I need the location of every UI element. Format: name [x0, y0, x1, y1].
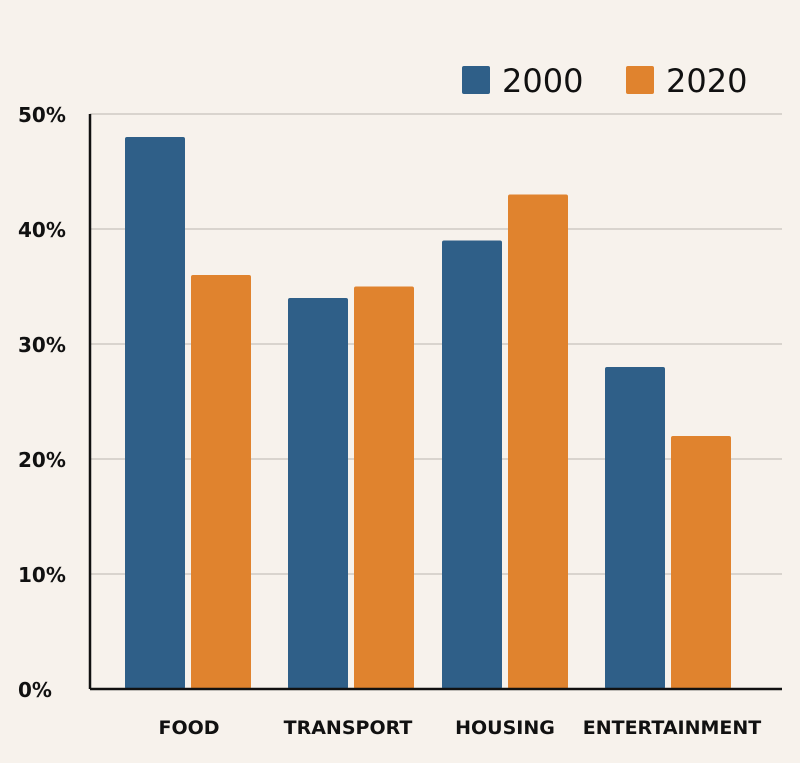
bar-food-2020	[191, 275, 251, 689]
x-axis-labels: FOOD TRANSPORT HOUSING ENTERTAINMENT	[158, 717, 761, 739]
axes	[88, 114, 782, 691]
legend-swatch-2020	[626, 66, 654, 94]
legend: 2000 2020	[462, 62, 747, 100]
bar-entertainment-2020	[671, 436, 731, 689]
bar-transport-2020	[354, 286, 414, 689]
bar-entertainment-2000	[605, 367, 665, 689]
bar-transport-2000	[288, 298, 348, 689]
y-tick-label: 0%	[18, 678, 52, 702]
x-tick-label: HOUSING	[455, 717, 555, 739]
x-tick-label: TRANSPORT	[284, 717, 413, 739]
bar-housing-2000	[442, 240, 502, 689]
legend-swatch-2000	[462, 66, 490, 94]
bar-food-2000	[125, 137, 185, 689]
legend-label-2020: 2020	[666, 62, 747, 100]
y-tick-label: 40%	[18, 218, 66, 242]
y-tick-label: 30%	[18, 333, 66, 357]
legend-label-2000: 2000	[502, 62, 583, 100]
bars	[125, 137, 731, 689]
x-tick-label: FOOD	[158, 717, 219, 739]
x-tick-label: ENTERTAINMENT	[583, 717, 762, 739]
y-tick-label: 20%	[18, 448, 66, 472]
bar-housing-2020	[508, 194, 568, 689]
y-tick-label: 50%	[18, 103, 66, 127]
y-tick-label: 10%	[18, 563, 66, 587]
y-axis-ticks: 0% 10% 20% 30% 40% 50%	[18, 103, 66, 702]
